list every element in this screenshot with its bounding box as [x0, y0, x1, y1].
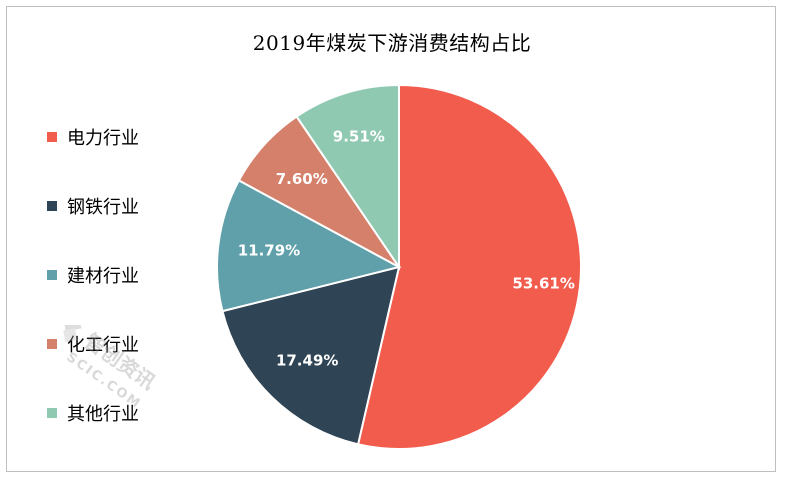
legend-swatch — [47, 339, 57, 349]
pie-slice — [216, 179, 402, 313]
pie-slice — [221, 265, 401, 446]
legend-label: 钢铁行业 — [67, 197, 139, 218]
slice-data-label: 11.79% — [238, 242, 300, 260]
legend-swatch — [47, 132, 57, 142]
slice-data-label: 7.60% — [276, 170, 328, 188]
chart-frame: 2019年煤炭下游消费结构占比 电力行业 钢铁行业 建材行业 化工行业 其他行业… — [6, 6, 776, 472]
legend-item-other: 其他行业 — [47, 401, 139, 425]
pie-slice — [295, 83, 400, 271]
legend-swatch — [47, 201, 57, 211]
slice-data-label: 9.51% — [333, 128, 385, 146]
legend-swatch — [47, 408, 57, 418]
legend-label: 化工行业 — [67, 335, 139, 356]
chart-title: 2019年煤炭下游消费结构占比 — [252, 31, 532, 55]
legend-item-power: 电力行业 — [47, 125, 139, 149]
pie-chart: 53.61% 17.49% 11.79% 7.60% 9.51% — [216, 83, 582, 450]
legend-label: 电力行业 — [67, 128, 139, 149]
slice-data-label: 17.49% — [276, 351, 338, 369]
pie-slice — [356, 83, 582, 450]
slice-data-label: 53.61% — [512, 274, 574, 292]
legend-swatch — [47, 270, 57, 280]
legend-item-chemical: 化工行业 — [47, 332, 139, 356]
legend-item-building-materials: 建材行业 — [47, 263, 139, 287]
legend-label: 其他行业 — [67, 404, 139, 425]
legend-item-steel: 钢铁行业 — [47, 194, 139, 218]
legend-label: 建材行业 — [67, 266, 139, 287]
